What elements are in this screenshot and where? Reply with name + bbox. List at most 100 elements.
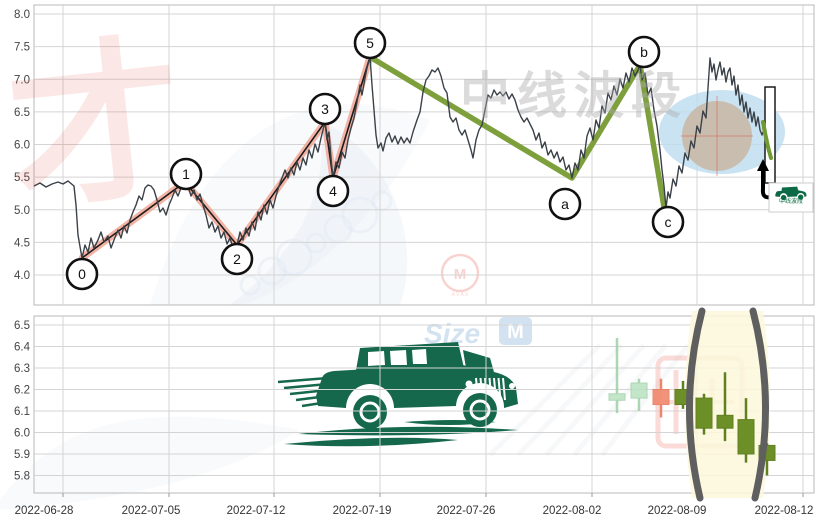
y-tick-label: 6.0 xyxy=(14,140,30,152)
wave-circle xyxy=(548,187,582,221)
candle xyxy=(716,372,734,442)
wave-art-shape xyxy=(230,120,408,305)
y-tick-label: 7.5 xyxy=(14,42,30,54)
jeep-speedline xyxy=(277,376,329,384)
wave-circle xyxy=(65,257,99,291)
size-m-letter: M xyxy=(507,321,524,343)
candle xyxy=(652,378,670,418)
mini-jeep-icon xyxy=(775,186,807,201)
wave-circle-4: 4 xyxy=(316,174,350,208)
streak xyxy=(600,343,690,457)
candle-body xyxy=(608,393,626,401)
wave-curl xyxy=(305,232,327,254)
m-circle-watermark: MA V A X xyxy=(440,253,480,298)
jeep-watermark xyxy=(277,342,518,447)
impulse-black-line xyxy=(81,56,371,259)
candle xyxy=(630,378,648,411)
mini-jeep-roof xyxy=(781,186,799,191)
wave-label: 5 xyxy=(366,35,374,51)
x-axis-date-label: 2022-07-05 xyxy=(122,505,181,517)
candle-body xyxy=(695,397,713,429)
jeep-ground-swoosh xyxy=(404,420,496,425)
x-axis-date-label: 2022-06-28 xyxy=(15,505,74,517)
wave-art-shape xyxy=(0,416,300,510)
x-axis-date-label: 2022-07-26 xyxy=(437,505,496,517)
lens-left-arc xyxy=(686,307,706,502)
mini-jeep-wheel xyxy=(798,194,804,200)
wave-label: c xyxy=(665,214,672,230)
wave-label: b xyxy=(640,44,648,60)
x-axis-date-label: 2022-07-19 xyxy=(333,505,392,517)
wave-circle-2: 2 xyxy=(220,242,254,276)
wave-circle-0: 0 xyxy=(65,257,99,291)
y-tick-label: 7.0 xyxy=(14,74,30,86)
y-tick-label: 5.0 xyxy=(14,205,30,217)
wave-circle xyxy=(308,92,342,126)
bottom-panel-border xyxy=(33,315,815,494)
wave-circle xyxy=(169,157,203,191)
candle-body xyxy=(716,414,734,429)
x-axis-date-label: 2022-08-12 xyxy=(755,505,814,517)
y-tick-label: 4.5 xyxy=(14,237,30,249)
wave-label: 1 xyxy=(182,166,190,182)
jeep-window xyxy=(390,350,407,365)
y-tick-label: 6.0 xyxy=(14,428,30,440)
wave-circle xyxy=(651,205,685,239)
y-tick-label: 6.2 xyxy=(14,385,30,397)
wave-curl xyxy=(239,274,261,296)
jeep-headlight xyxy=(465,380,473,388)
wave-circle xyxy=(353,26,387,60)
green-last-segment xyxy=(761,120,773,160)
arrow-head xyxy=(757,159,769,171)
wave-curl xyxy=(341,196,379,234)
y-tick-label: 5.8 xyxy=(14,471,30,483)
jeep-speedline xyxy=(301,400,329,408)
x-axis-date-label: 2022-07-12 xyxy=(227,505,286,517)
wave-label: 0 xyxy=(78,266,86,282)
background-art xyxy=(0,104,690,510)
size-m-box xyxy=(499,317,532,345)
wave-circle xyxy=(627,35,661,69)
jeep-hub xyxy=(469,399,491,421)
jeep-speedline xyxy=(283,382,329,390)
wave-circle-3: 3 xyxy=(308,92,342,126)
wave-label: 3 xyxy=(321,101,329,117)
y-tick-label: 4.0 xyxy=(14,270,30,282)
wave-art-shape xyxy=(150,104,430,305)
wave-circle xyxy=(220,242,254,276)
candle xyxy=(695,393,713,435)
mini-jeep-body xyxy=(775,190,807,197)
wave-circle-5: 5 xyxy=(353,26,387,60)
jeep-hub xyxy=(359,401,381,423)
x-axis-date-label: 2022-08-02 xyxy=(543,505,602,517)
jeep-speedline xyxy=(289,388,329,396)
wave-label: 4 xyxy=(329,183,337,199)
y-tick-label: 6.5 xyxy=(14,320,30,332)
jeep-wheel xyxy=(353,395,387,429)
wave-circle xyxy=(316,174,350,208)
jeep-window xyxy=(412,349,427,364)
candle xyxy=(608,337,626,414)
jeep-speedline xyxy=(295,394,329,402)
wave-circle-a: a xyxy=(548,187,582,221)
candle-body xyxy=(630,382,648,399)
jeep-wheel xyxy=(463,393,497,427)
jeep-ground-swoosh xyxy=(284,437,458,447)
wave-circle-c: c xyxy=(651,205,685,239)
m-circle xyxy=(440,253,480,293)
jeep-ground-swoosh xyxy=(298,426,518,436)
y-tick-label: 5.9 xyxy=(14,449,30,461)
mini-jeep-wheel xyxy=(780,194,787,201)
correction-green-line xyxy=(367,54,667,210)
m-circle-subtext: A V A X xyxy=(452,292,469,298)
y-tick-label: 6.5 xyxy=(14,107,30,119)
y-tick-label: 6.1 xyxy=(14,406,30,418)
y-tick-label: 6.4 xyxy=(14,342,31,354)
mini-logo-box xyxy=(768,182,814,213)
jeep-headlight xyxy=(509,383,515,389)
candle-body xyxy=(737,419,755,455)
wave-curl xyxy=(257,256,287,286)
candle-body xyxy=(652,389,670,406)
